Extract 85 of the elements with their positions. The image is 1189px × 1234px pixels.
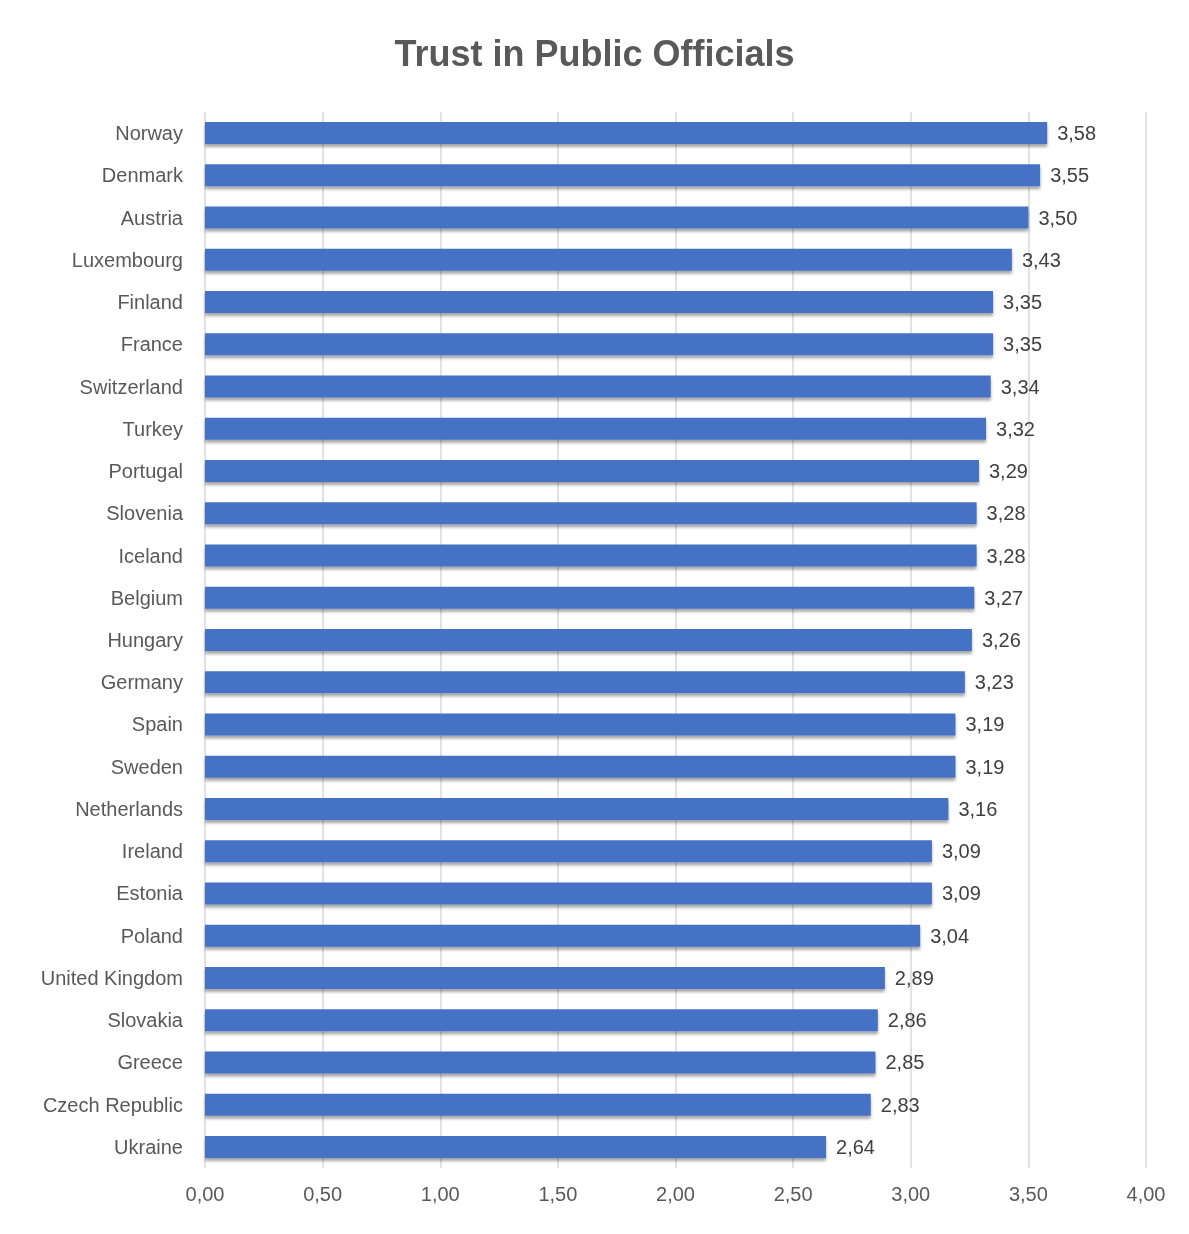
y-tick-label: Sweden xyxy=(110,755,183,778)
data-label: 2,86 xyxy=(887,1009,927,1032)
data-label: 3,16 xyxy=(958,797,998,820)
y-tick-label: Spain xyxy=(131,713,183,736)
y-tick-label: Hungary xyxy=(107,629,183,651)
bar xyxy=(205,1093,871,1116)
bar xyxy=(205,882,932,905)
data-label: 3,23 xyxy=(974,671,1014,694)
x-tick-label: 4,00 xyxy=(1126,1183,1166,1205)
bar xyxy=(205,797,949,820)
data-label: 2,85 xyxy=(885,1051,925,1074)
data-label: 3,09 xyxy=(941,882,981,905)
data-label: 3,19 xyxy=(965,755,1005,778)
bar xyxy=(205,1135,827,1158)
data-label: 3,50 xyxy=(1038,206,1078,229)
data-label: 3,29 xyxy=(988,460,1028,483)
y-tick-label: Norway xyxy=(115,122,183,145)
y-tick-label: Turkey xyxy=(122,417,183,440)
y-tick-label: Austria xyxy=(120,206,184,229)
data-label: 3,35 xyxy=(1003,333,1043,356)
y-tick-label: Ireland xyxy=(121,840,183,863)
bar xyxy=(205,291,994,314)
x-tick-label: 2,00 xyxy=(656,1183,695,1205)
y-tick-label: Greece xyxy=(117,1051,183,1074)
y-tick-label: Finland xyxy=(117,291,183,314)
y-tick-label: Slovenia xyxy=(106,502,184,525)
bar xyxy=(205,924,921,947)
x-tick-label: 2,50 xyxy=(773,1183,813,1205)
data-label: 3,26 xyxy=(981,629,1021,651)
bar xyxy=(205,122,1048,145)
data-label: 2,83 xyxy=(880,1093,920,1116)
bar xyxy=(205,713,956,736)
x-tick-label: 3,00 xyxy=(891,1183,931,1205)
y-tick-label: United Kingdom xyxy=(40,966,183,989)
y-tick-label: Denmark xyxy=(101,164,184,187)
bar xyxy=(205,544,977,567)
bar xyxy=(205,375,991,398)
bar xyxy=(205,206,1029,229)
data-label: 3,55 xyxy=(1050,164,1090,187)
bar xyxy=(205,629,972,651)
bar xyxy=(205,966,885,989)
x-tick-label: 1,50 xyxy=(538,1183,578,1205)
chart-title: Trust in Public Officials xyxy=(394,32,795,74)
data-label: 3,58 xyxy=(1057,122,1097,145)
data-label: 3,35 xyxy=(1003,291,1043,314)
y-tick-label: Ukraine xyxy=(114,1135,183,1158)
data-label: 3,34 xyxy=(1000,375,1040,398)
x-tick-label: 1,00 xyxy=(420,1183,460,1205)
x-tick-label: 3,50 xyxy=(1008,1183,1048,1205)
bar xyxy=(205,248,1012,271)
y-tick-label: Slovakia xyxy=(107,1009,184,1032)
x-tick-label: 0,00 xyxy=(185,1183,225,1205)
bar xyxy=(205,502,977,525)
bar xyxy=(205,164,1041,187)
data-label: 2,89 xyxy=(894,966,934,989)
y-tick-label: Poland xyxy=(120,924,183,947)
y-tick-label: Netherlands xyxy=(75,797,183,820)
data-label: 3,28 xyxy=(986,544,1026,567)
bar xyxy=(205,840,932,863)
data-label: 3,32 xyxy=(996,417,1035,440)
y-tick-label: Switzerland xyxy=(79,375,183,398)
data-label: 3,09 xyxy=(941,840,981,863)
data-label: 3,27 xyxy=(984,586,1024,609)
y-tick-label: Estonia xyxy=(116,882,184,905)
bar xyxy=(205,755,956,778)
y-tick-label: Germany xyxy=(100,671,183,694)
data-label: 2,64 xyxy=(836,1135,875,1158)
data-label: 3,28 xyxy=(986,502,1026,525)
data-label: 3,43 xyxy=(1021,248,1061,271)
y-tick-label: Portugal xyxy=(108,460,183,483)
bar xyxy=(205,586,975,609)
bar xyxy=(205,671,965,694)
y-tick-label: Belgium xyxy=(110,586,183,609)
bar xyxy=(205,1009,878,1032)
data-label: 3,04 xyxy=(930,924,970,947)
y-tick-label: Czech Republic xyxy=(42,1093,183,1116)
y-tick-label: Iceland xyxy=(118,544,183,567)
y-tick-label: France xyxy=(120,333,183,356)
bar xyxy=(205,417,987,440)
bar xyxy=(205,333,994,356)
bar xyxy=(205,1051,876,1074)
bar xyxy=(205,460,979,483)
data-label: 3,19 xyxy=(965,713,1005,736)
y-tick-label: Luxembourg xyxy=(71,248,183,271)
x-tick-label: 0,50 xyxy=(303,1183,343,1205)
